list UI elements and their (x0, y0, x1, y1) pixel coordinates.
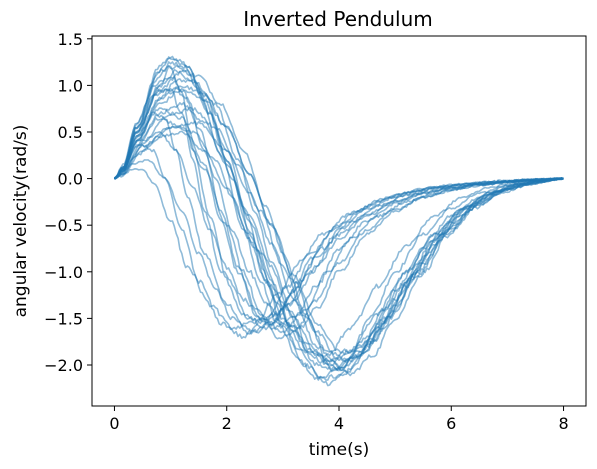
x-tick-label: 8 (558, 414, 568, 433)
trajectory-line-2 (114, 64, 564, 367)
y-axis: −2.0 −1.5 −1.0 −0.5 0.0 0.5 1.0 1.5 (44, 30, 92, 375)
trajectory-line-18 (113, 76, 564, 331)
x-axis: 0 2 4 6 8 (109, 406, 569, 433)
x-tick-label: 2 (222, 414, 232, 433)
y-tick-label: −2.0 (44, 356, 83, 375)
trajectory-line-10 (113, 111, 564, 335)
x-axis-label: time(s) (309, 440, 370, 460)
y-tick-label: 0.0 (58, 170, 83, 189)
x-tick-label: 0 (109, 414, 119, 433)
trajectory-line-16 (114, 131, 564, 322)
trajectory-lines (113, 55, 564, 387)
y-axis-label: angular velocity(rad/s) (11, 125, 31, 318)
trajectory-line-24 (113, 101, 564, 373)
y-tick-label: −1.0 (44, 263, 83, 282)
trajectory-line-21 (114, 125, 564, 359)
trajectory-line-3 (113, 78, 564, 372)
trajectory-line-1 (114, 56, 564, 381)
y-tick-label: 1.0 (58, 76, 83, 95)
x-tick-label: 4 (334, 414, 344, 433)
y-tick-label: −0.5 (44, 216, 83, 235)
y-tick-label: 1.5 (58, 30, 83, 49)
y-tick-label: −1.5 (44, 309, 83, 328)
y-tick-label: 0.5 (58, 123, 83, 142)
trajectory-line-25 (114, 159, 564, 334)
chart-title: Inverted Pendulum (243, 7, 433, 31)
trajectory-line-23 (114, 85, 564, 354)
x-tick-label: 6 (446, 414, 456, 433)
trajectory-line-22 (113, 68, 564, 363)
